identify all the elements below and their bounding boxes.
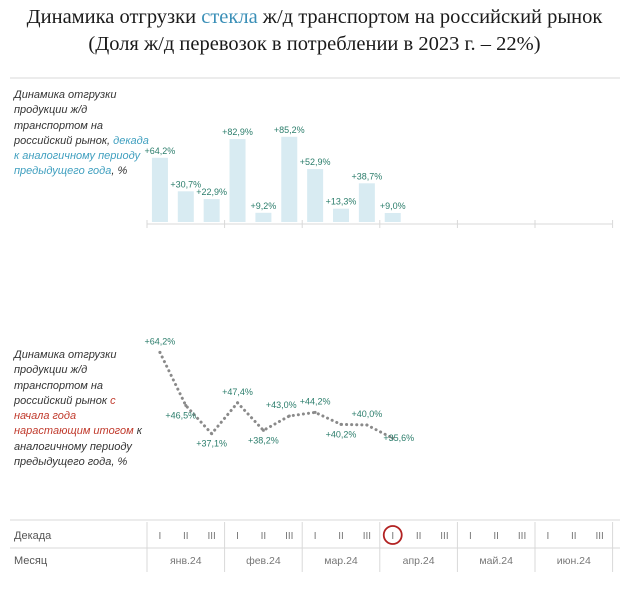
bar bbox=[333, 208, 349, 222]
bar-value-label: +38,7% bbox=[351, 171, 382, 181]
line-value-label: +47,4% bbox=[222, 387, 253, 397]
line-value-label: +38,2% bbox=[248, 435, 279, 445]
line-value-label: +46,5% bbox=[165, 411, 196, 421]
decade-tick-label: II bbox=[261, 531, 267, 542]
line-value-label: +43,0% bbox=[266, 400, 297, 410]
line-point bbox=[158, 350, 162, 354]
line-point bbox=[236, 401, 240, 405]
decade-tick-label: II bbox=[416, 531, 422, 542]
bottom-panel-label: Динамика отгрузки продукции ж/д транспор… bbox=[14, 348, 154, 470]
decade-tick-label: I bbox=[314, 531, 317, 542]
line-value-label: +40,2% bbox=[326, 429, 357, 439]
bar-value-label: +9,2% bbox=[251, 201, 277, 211]
top-label-part2: , % bbox=[111, 165, 128, 178]
title-line: Динамика отгрузки стекла ж/д транспортом… bbox=[0, 4, 629, 31]
title-part2: ж/д транспортом на российский рынок bbox=[257, 6, 603, 28]
month-tick-label: мар.24 bbox=[324, 555, 358, 567]
bar bbox=[281, 136, 298, 222]
line-point bbox=[261, 428, 265, 432]
bottom-label-part1: Динамика отгрузки продукции ж/д транспор… bbox=[14, 349, 117, 407]
cumulative-line bbox=[158, 350, 395, 440]
decade-tick-label: III bbox=[285, 531, 293, 542]
decade-tick-label: I bbox=[159, 531, 162, 542]
bar-panel-grid bbox=[146, 220, 614, 228]
bar-value-label: +9,0% bbox=[380, 201, 406, 211]
decade-tick-label: I bbox=[391, 531, 394, 542]
line-value-label: +37,1% bbox=[196, 439, 227, 449]
bar-value-label: +64,2% bbox=[145, 146, 176, 156]
bar bbox=[384, 213, 401, 222]
decade-tick-label: III bbox=[518, 531, 526, 542]
line-point bbox=[313, 410, 317, 414]
decade-tick-label: II bbox=[571, 531, 577, 542]
bar bbox=[177, 191, 194, 222]
decade-row-label: Декада bbox=[14, 530, 52, 542]
decade-tick-label: II bbox=[183, 531, 189, 542]
top-panel-label: Динамика отгрузки продукции ж/д транспор… bbox=[14, 88, 154, 180]
bar-value-label: +30,7% bbox=[170, 179, 201, 189]
bar-series: +64,2% +30,7%+22,9% +82,9% +9,2% +85,2% +52,9… bbox=[145, 125, 406, 222]
decade-tick-label: III bbox=[595, 531, 603, 542]
month-tick-label: янв.24 bbox=[170, 555, 202, 567]
decade-tick-label: I bbox=[469, 531, 472, 542]
bar bbox=[255, 212, 272, 222]
top-label-highlight: декада к аналогичному периоду предыдущег… bbox=[14, 134, 149, 178]
decade-tick-label: II bbox=[338, 531, 344, 542]
bar bbox=[358, 183, 375, 222]
chart-title: Динамика отгрузки стекла ж/д транспортом… bbox=[0, 4, 629, 58]
title-accent: стекла bbox=[201, 6, 258, 28]
bar bbox=[203, 199, 220, 222]
line-point bbox=[210, 432, 214, 436]
decade-tick-label: III bbox=[440, 531, 448, 542]
line-point bbox=[184, 404, 188, 407]
line-value-label: +64,2% bbox=[145, 336, 176, 346]
decade-tick-label: I bbox=[236, 531, 239, 542]
current-decade-highlight bbox=[382, 525, 403, 545]
month-tick-label: апр.24 bbox=[403, 555, 435, 567]
bar-value-label: +85,2% bbox=[274, 125, 305, 135]
bar bbox=[229, 139, 246, 222]
month-tick-label: июн.24 bbox=[557, 555, 591, 567]
bar-value-label: +82,9% bbox=[222, 127, 253, 137]
decade-tick-label: III bbox=[207, 531, 215, 542]
line-series: +64,2% +46,5% +37,1% +47,4% +38,2% +43,0% +44,… bbox=[145, 336, 415, 448]
month-tick-label: май.24 bbox=[479, 555, 513, 567]
line-value-label: +44,2% bbox=[300, 396, 331, 406]
line-value-label: +40,0% bbox=[351, 409, 382, 419]
decade-tick-label: III bbox=[363, 531, 371, 542]
title-part1: Динамика отгрузки bbox=[26, 6, 202, 28]
bottom-label-highlight: с начала года нарастающим итогом bbox=[14, 394, 134, 438]
decade-tick-label: II bbox=[493, 531, 499, 542]
bar bbox=[307, 169, 324, 222]
top-label-part1: Динамика отгрузки продукции ж/д транспор… bbox=[14, 89, 117, 147]
month-tick-label: фев.24 bbox=[246, 555, 281, 567]
bar-value-label: +13,3% bbox=[326, 197, 357, 207]
month-row-label: Месяц bbox=[14, 555, 48, 567]
chart-subtitle: (Доля ж/д перевозок в потреблении в 2023… bbox=[88, 33, 541, 55]
line-point bbox=[339, 422, 343, 426]
line-point bbox=[365, 423, 369, 427]
bar-value-label: +22,9% bbox=[196, 187, 227, 197]
line-value-label: +35,6% bbox=[383, 433, 414, 443]
line-point bbox=[287, 414, 291, 418]
line-point bbox=[391, 436, 395, 440]
bottom-label-part2: к аналогичному периоду предыдущего года,… bbox=[14, 425, 142, 469]
bar-value-label: +52,9% bbox=[300, 157, 331, 167]
decade-tick-label: I bbox=[547, 531, 550, 542]
bar bbox=[151, 157, 168, 222]
